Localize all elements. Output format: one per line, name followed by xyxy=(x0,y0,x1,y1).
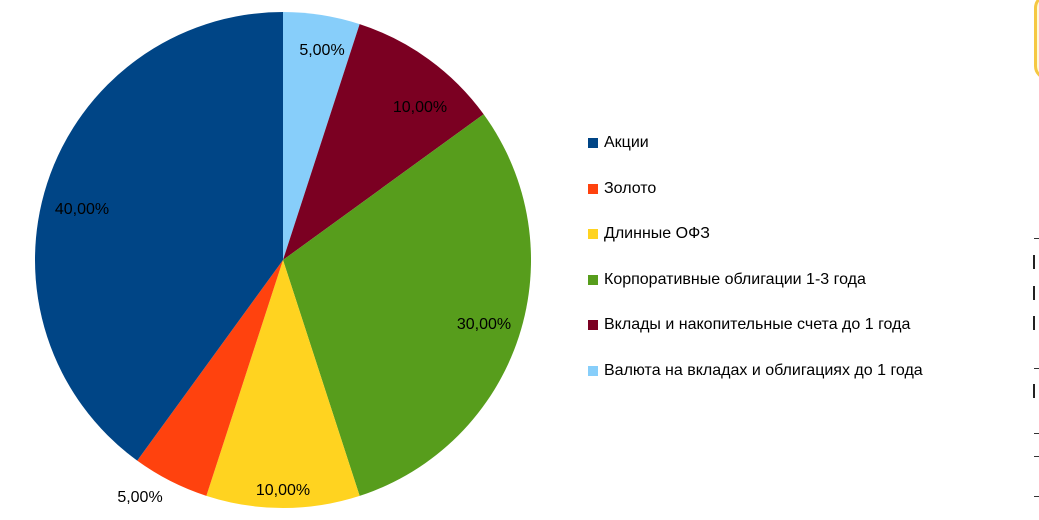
cropped-divider xyxy=(1034,456,1039,457)
pie-chart: 5,00% 10,00% 30,00% 10,00% 5,00% 40,00% xyxy=(34,11,532,508)
legend-label: Валюта на вкладах и облигациях до 1 года xyxy=(604,362,923,379)
cropped-divider xyxy=(1034,368,1039,369)
slice-data-label: 10,00% xyxy=(256,482,310,499)
cropped-divider xyxy=(1034,238,1039,239)
pie-slice xyxy=(283,114,532,496)
legend-item: Вклады и накопительные счета до 1 года xyxy=(588,314,910,336)
legend-swatch xyxy=(588,183,598,194)
pie-slice xyxy=(283,12,360,260)
legend-item: Акции xyxy=(588,132,649,154)
cropped-glyph xyxy=(1033,286,1039,300)
slice-data-label: 5,00% xyxy=(299,42,344,59)
slice-data-label: 30,00% xyxy=(457,316,511,333)
pie-slice xyxy=(283,24,484,260)
legend-swatch xyxy=(588,274,598,285)
slice-data-label: 5,00% xyxy=(117,489,162,506)
cropped-edge-fragment xyxy=(1028,0,1039,520)
legend-label: Корпоративные облигации 1-3 года xyxy=(604,270,866,288)
slice-data-label: 10,00% xyxy=(393,99,447,116)
pie-slice xyxy=(206,260,360,508)
legend-label: Вклады и накопительные счета до 1 года xyxy=(604,316,911,334)
legend-label: Золото xyxy=(604,179,657,197)
legend-item: Длинные ОФЗ xyxy=(588,223,710,245)
cropped-glyph xyxy=(1033,255,1039,269)
cropped-divider xyxy=(1034,433,1039,434)
pie-slice xyxy=(137,260,283,496)
legend-label: Длинные ОФЗ xyxy=(604,225,710,243)
legend-swatch xyxy=(588,366,598,376)
slice-data-label: 40,00% xyxy=(55,201,109,218)
pie-slice xyxy=(34,11,284,461)
legend-swatch xyxy=(588,320,598,331)
cropped-yellow-box xyxy=(1034,0,1039,80)
cropped-divider xyxy=(1034,496,1039,497)
legend-item: Корпоративные облигации 1-3 года xyxy=(588,269,866,291)
legend-item: Золото xyxy=(588,178,656,200)
legend-label: Акции xyxy=(604,134,649,151)
cropped-glyph xyxy=(1033,384,1039,398)
legend-swatch xyxy=(588,229,598,240)
legend-item: Валюта на вкладах и облигациях до 1 года xyxy=(588,360,923,382)
cropped-glyph xyxy=(1033,316,1039,330)
legend-swatch xyxy=(588,138,598,148)
